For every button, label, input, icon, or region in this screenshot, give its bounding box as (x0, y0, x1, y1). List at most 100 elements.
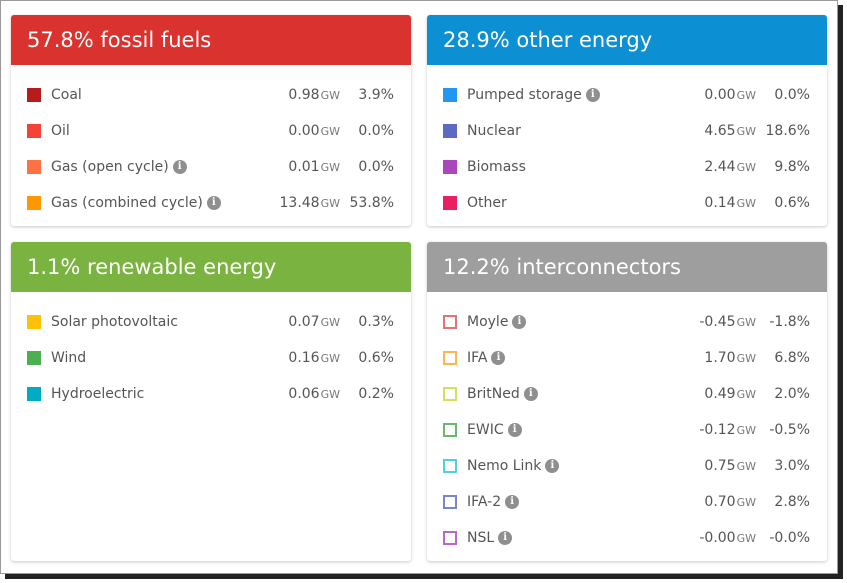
other-power: 0.14GW (666, 195, 756, 211)
nuclear-power-value: 4.65 (704, 123, 736, 139)
row-wind: Wind 0.16GW 0.6% (11, 340, 411, 376)
info-icon[interactable]: i (206, 196, 221, 210)
pumped-storage-power-unit: GW (736, 89, 756, 102)
interconnectors-list: Moyle i -0.45GW -1.8% IFA i 1.70GW 6.8% BritNed i… (427, 292, 827, 556)
biomass-label: Biomass (467, 159, 526, 175)
nuclear-label: Nuclear (467, 123, 521, 139)
ifa-swatch (443, 351, 457, 365)
nuclear-power: 4.65GW (666, 123, 756, 139)
fossil-fuels-header: 57.8% fossil fuels (11, 15, 411, 65)
nemo-link-label: Nemo Link (467, 458, 542, 474)
gas-open-cycle-swatch (27, 160, 41, 174)
gas-combined-cycle-percent: 53.8% (349, 195, 394, 211)
ifa-power: 1.70GW (666, 350, 756, 366)
moyle-percent: -1.8% (769, 314, 810, 330)
wind-swatch (27, 351, 41, 365)
gas-combined-cycle-power-value: 13.48 (279, 195, 320, 211)
wind-percent: 0.6% (358, 350, 394, 366)
oil-percent: 0.0% (358, 123, 394, 139)
interconnectors-title: 12.2% interconnectors (443, 255, 681, 279)
pumped-storage-power: 0.00GW (666, 87, 756, 103)
other-power-value: 0.14 (704, 195, 736, 211)
nemo-link-power-value: 0.75 (704, 458, 736, 474)
ifa-2-power-unit: GW (736, 496, 756, 509)
solar-photovoltaic-power-unit: GW (320, 316, 340, 329)
britned-label: BritNed (467, 386, 520, 402)
other-power-unit: GW (736, 197, 756, 210)
nuclear-percent: 18.6% (765, 123, 810, 139)
fossil-fuels-list: Coal 0.98GW 3.9% Oil 0.00GW 0.0% Gas (open cyc… (11, 65, 411, 221)
info-icon[interactable]: i (507, 423, 522, 437)
nemo-link-power-unit: GW (736, 460, 756, 473)
row-solar-photovoltaic: Solar photovoltaic 0.07GW 0.3% (11, 304, 411, 340)
ewic-label: EWIC (467, 422, 504, 438)
info-icon[interactable]: i (498, 531, 513, 545)
ewic-power-value: -0.12 (699, 422, 736, 438)
row-biomass: Biomass 2.44GW 9.8% (427, 149, 827, 185)
hydroelectric-label: Hydroelectric (51, 386, 145, 402)
coal-percent: 3.9% (358, 87, 394, 103)
renewable-energy-list: Solar photovoltaic 0.07GW 0.3% Wind 0.16GW 0.… (11, 292, 411, 412)
row-other: Other 0.14GW 0.6% (427, 185, 827, 221)
nuclear-power-unit: GW (736, 125, 756, 138)
biomass-power: 2.44GW (666, 159, 756, 175)
row-nsl: NSL i -0.00GW -0.0% (427, 520, 827, 556)
other-energy-title: 28.9% other energy (443, 28, 653, 52)
info-icon[interactable]: i (512, 315, 527, 329)
gas-open-cycle-power-unit: GW (320, 161, 340, 174)
info-icon[interactable]: i (523, 387, 538, 401)
info-icon[interactable]: i (505, 495, 520, 509)
oil-swatch (27, 124, 41, 138)
ewic-power-unit: GW (736, 424, 756, 437)
gas-open-cycle-power: 0.01GW (250, 159, 340, 175)
wind-label: Wind (51, 350, 87, 366)
energy-mix-panel: 57.8% fossil fuels Coal 0.98GW 3.9% Oil 0.00… (0, 0, 838, 574)
oil-power-unit: GW (320, 125, 340, 138)
row-oil: Oil 0.00GW 0.0% (11, 113, 411, 149)
nsl-swatch (443, 531, 457, 545)
britned-power-unit: GW (736, 388, 756, 401)
row-britned: BritNed i 0.49GW 2.0% (427, 376, 827, 412)
fossil-fuels-title: 57.8% fossil fuels (27, 28, 212, 52)
info-icon[interactable]: i (585, 88, 600, 102)
interconnectors-card: 12.2% interconnectors Moyle i -0.45GW -1.8%… (427, 242, 827, 561)
wind-power: 0.16GW (250, 350, 340, 366)
biomass-power-value: 2.44 (704, 159, 736, 175)
row-pumped-storage: Pumped storage i 0.00GW 0.0% (427, 77, 827, 113)
moyle-power-unit: GW (736, 316, 756, 329)
ifa-2-power: 0.70GW (666, 494, 756, 510)
solar-photovoltaic-label: Solar photovoltaic (51, 314, 178, 330)
other-percent: 0.6% (774, 195, 810, 211)
pumped-storage-percent: 0.0% (774, 87, 810, 103)
ifa-power-value: 1.70 (704, 350, 736, 366)
renewable-energy-header: 1.1% renewable energy (11, 242, 411, 292)
gas-combined-cycle-label: Gas (combined cycle) (51, 195, 203, 211)
solar-photovoltaic-swatch (27, 315, 41, 329)
moyle-power-value: -0.45 (699, 314, 736, 330)
britned-power: 0.49GW (666, 386, 756, 402)
britned-power-value: 0.49 (704, 386, 736, 402)
wind-power-value: 0.16 (288, 350, 320, 366)
nuclear-swatch (443, 124, 457, 138)
britned-percent: 2.0% (774, 386, 810, 402)
nemo-link-swatch (443, 459, 457, 473)
row-nemo-link: Nemo Link i 0.75GW 3.0% (427, 448, 827, 484)
britned-swatch (443, 387, 457, 401)
coal-power: 0.98GW (250, 87, 340, 103)
coal-power-unit: GW (320, 89, 340, 102)
info-icon[interactable]: i (491, 351, 506, 365)
info-icon[interactable]: i (172, 160, 187, 174)
nemo-link-percent: 3.0% (774, 458, 810, 474)
gas-combined-cycle-power: 13.48GW (250, 195, 341, 211)
hydroelectric-power-value: 0.06 (288, 386, 320, 402)
ifa-2-label: IFA-2 (467, 494, 502, 510)
info-icon[interactable]: i (545, 459, 560, 473)
ifa-2-swatch (443, 495, 457, 509)
renewable-energy-card: 1.1% renewable energy Solar photovoltaic… (11, 242, 411, 561)
nsl-label: NSL (467, 530, 495, 546)
gas-open-cycle-label: Gas (open cycle) (51, 159, 169, 175)
pumped-storage-label: Pumped storage (467, 87, 582, 103)
other-energy-list: Pumped storage i 0.00GW 0.0% Nuclear 4.65GW 18… (427, 65, 827, 221)
nsl-power-value: -0.00 (699, 530, 736, 546)
gas-open-cycle-percent: 0.0% (358, 159, 394, 175)
